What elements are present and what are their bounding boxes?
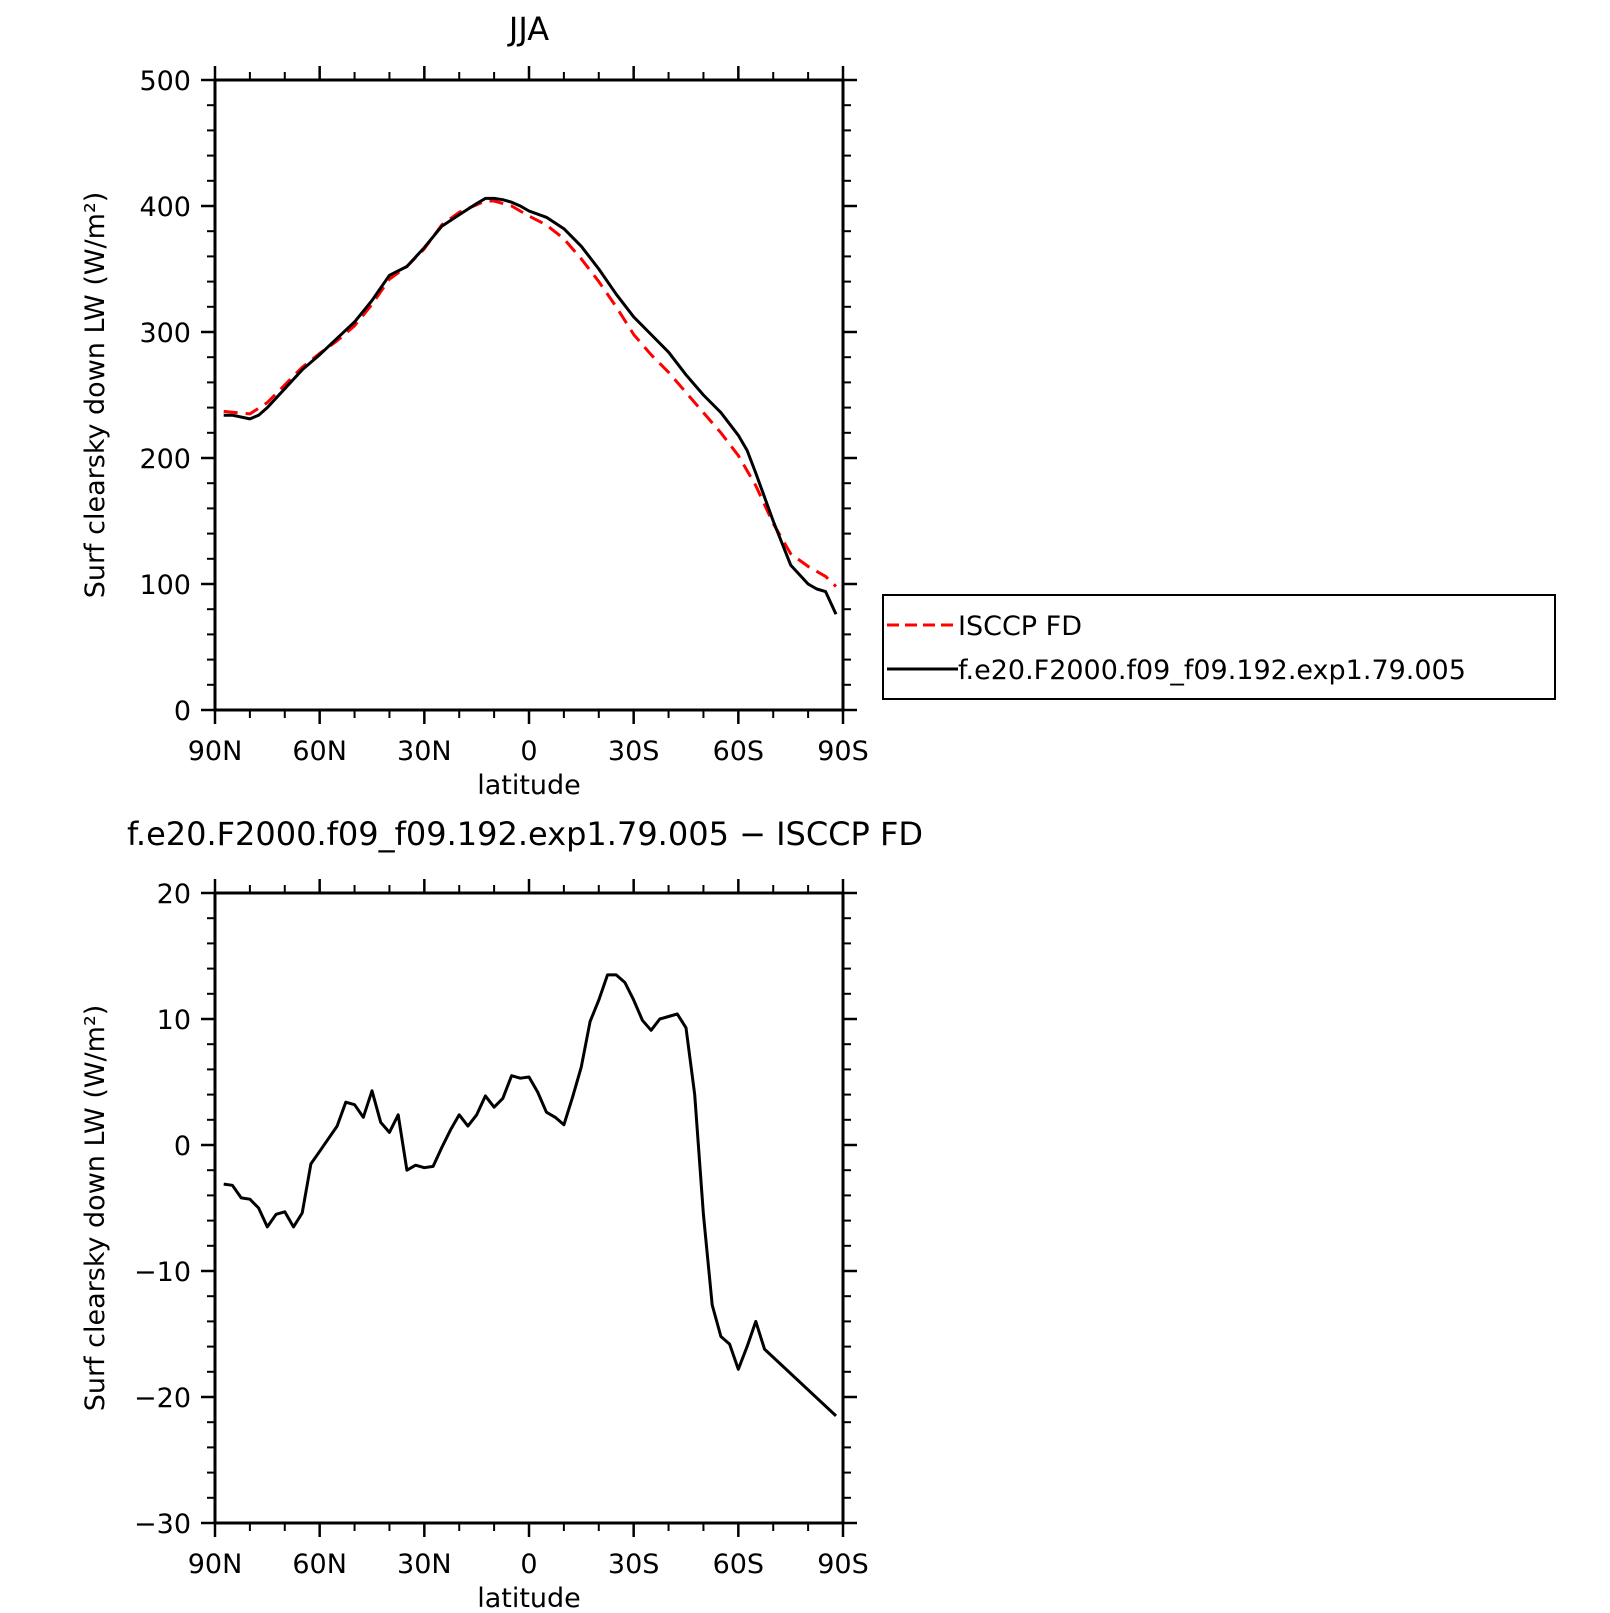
x-tick-label: 60S <box>713 736 765 767</box>
series-line-1 <box>223 199 838 588</box>
y-tick-label: −10 <box>134 1257 191 1288</box>
series-line-1 <box>223 973 838 1417</box>
x-tick-label: 90N <box>188 736 243 767</box>
x-tick-label: 60N <box>292 736 347 767</box>
y-tick-label: −20 <box>134 1383 191 1414</box>
x-tick-label: 30N <box>397 736 452 767</box>
y-tick-label: 20 <box>157 879 191 910</box>
y-tick-label: 200 <box>139 444 191 475</box>
panel-1: JJA 0 100 200 300 400 500 90N 60N 30N 0 30S 60S 90S la… <box>80 10 1556 801</box>
x-tick-label: 30N <box>397 1549 452 1580</box>
y-axis-title: Surf clearsky down LW (W/m²) <box>80 1005 111 1412</box>
panel-title: f.e20.F2000.f09_f09.192.exp1.79.005 − IS… <box>127 815 923 853</box>
legend-label-1: ISCCP FD <box>958 611 1082 642</box>
y-tick-label: 400 <box>139 192 191 223</box>
x-axis-title: latitude <box>477 770 581 801</box>
legend-box <box>882 594 1556 700</box>
x-tick-label: 30S <box>608 736 660 767</box>
x-tick-label: 0 <box>520 736 537 767</box>
y-tick-label: 0 <box>174 696 191 727</box>
y-tick-label: 100 <box>139 570 191 601</box>
legend: ISCCP FD f.e20.F2000.f09_f09.192.exp1.79.… <box>882 594 1556 700</box>
y-tick-label: 10 <box>157 1005 191 1036</box>
panel-2: f.e20.F2000.f09_f09.192.exp1.79.005 − IS… <box>80 815 923 1613</box>
x-tick-label: 0 <box>520 1549 537 1580</box>
y-tick-label: 0 <box>174 1131 191 1162</box>
legend-label-2: f.e20.F2000.f09_f09.192.exp1.79.005 <box>958 655 1466 686</box>
x-tick-label: 60S <box>713 1549 765 1580</box>
x-tick-label: 60N <box>292 1549 347 1580</box>
series-line-2 <box>223 196 838 615</box>
y-tick-label: 500 <box>139 66 191 97</box>
y-tick-label: 300 <box>139 318 191 349</box>
x-tick-label: 90N <box>188 1549 243 1580</box>
y-axis-title: Surf clearsky down LW (W/m²) <box>80 192 111 599</box>
y-tick-label: −30 <box>134 1509 191 1540</box>
panel-title: JJA <box>507 10 549 48</box>
x-tick-label: 90S <box>817 736 869 767</box>
x-axis-title: latitude <box>477 1583 581 1613</box>
x-tick-label: 90S <box>817 1549 869 1580</box>
x-tick-label: 30S <box>608 1549 660 1580</box>
